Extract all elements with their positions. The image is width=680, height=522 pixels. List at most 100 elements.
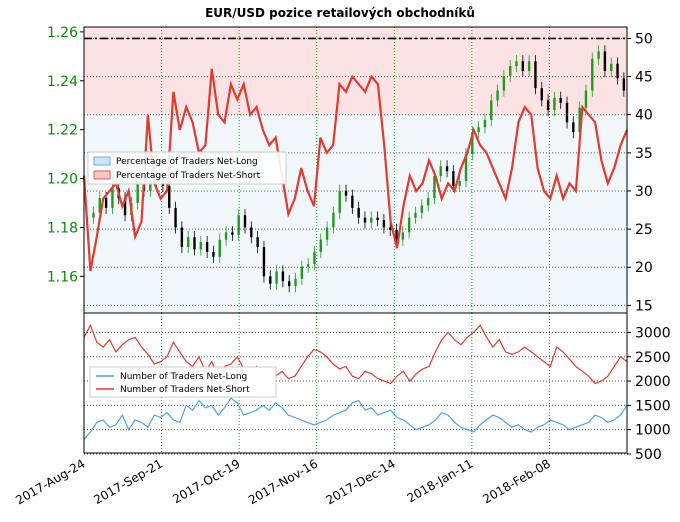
candle-body [269,276,272,284]
x-tick-label: 2018-Feb-08 [480,456,553,506]
candle-body [376,217,379,221]
right-tick-label: 20 [635,260,653,276]
candle-body [281,271,285,282]
legend-label-net-short: Percentage of Traders Net-Short [116,171,261,181]
right-tick-label: 3000 [635,325,671,341]
candle-body [92,212,95,218]
chart-title: EUR/USD pozice retailových obchodníků [205,6,475,20]
candle-body [351,195,354,208]
net-short-band [84,27,627,115]
candle-body [477,127,480,133]
candle-body [439,166,442,177]
candle-body [111,188,114,208]
right-tick-label: 2500 [635,350,671,366]
right-tick-label: 15 [635,298,653,314]
net-short-count-line [83,323,628,385]
candle-body [149,181,152,191]
x-tick-label: 2018-Jan-11 [405,456,476,505]
candle-body [262,247,266,277]
candle-body [395,229,398,240]
candle-body [218,239,221,257]
candle-body [471,132,474,155]
candle-body [186,237,190,247]
right-tick-label: 50 [635,31,653,47]
candle-body [104,198,108,208]
candle-body [294,278,297,287]
candle-body [288,281,291,287]
left-axis-ticks: 1.16 1.18 1.20 1.22 1.24 1.26 [47,25,84,285]
candle-body [319,239,322,252]
candle-body [363,217,367,223]
candle-body [597,51,600,59]
candle-body [521,61,525,71]
bottom-right-axis-ticks: 500 1000 1500 2000 2500 3000 [627,325,671,463]
left-tick-label: 1.18 [47,220,78,236]
x-tick-label: 2017-Nov-16 [246,456,320,507]
candle-body [565,102,569,123]
candle-body [212,251,215,257]
left-tick-label: 1.22 [47,123,78,139]
right-tick-label: 1500 [635,398,671,414]
candle-body [338,190,341,213]
candle-body [174,207,177,228]
candle-body [168,185,171,208]
candle-body [357,207,360,218]
candle-body [325,227,329,240]
top-legend-box [87,151,287,185]
legend-label-count-long: Number of Traders Net-Long [120,372,247,382]
candle-body [603,51,607,71]
candle-body [306,264,310,267]
candle-body [401,232,405,240]
candle-body [224,232,228,240]
candle-body [344,190,348,196]
candle-body [515,61,518,67]
candle-body [559,97,562,103]
candle-body [502,75,506,91]
candle-body [610,63,613,71]
candle-body [496,90,499,101]
bottom-legend: Number of Traders Net-Long Number of Tra… [89,366,277,398]
candle-body [199,242,203,250]
candle-body [136,183,139,203]
right-axis-ticks: 15 20 25 30 35 40 45 50 [627,31,653,314]
candle-body [527,61,531,71]
x-tick-label: 2017-Dec-14 [323,456,397,507]
left-tick-label: 1.16 [47,269,78,285]
candle-body [540,88,543,101]
right-tick-label: 30 [635,184,653,200]
candle-body [578,107,581,133]
candle-body [332,212,335,228]
right-tick-label: 500 [635,447,662,463]
top-legend: Percentage of Traders Net-Long Percentag… [87,151,287,185]
candle-body [180,227,184,247]
candle-body [193,237,196,250]
net-long-band [84,114,627,313]
legend-swatch-net-long [93,156,111,166]
candle-body [250,227,253,238]
candle-body [483,119,487,128]
bottom-plot-frame [83,312,628,454]
candle-body [616,63,619,79]
legend-label-net-long: Percentage of Traders Net-Long [116,157,258,167]
right-tick-label: 2000 [635,374,671,390]
candle-body [553,97,556,111]
candle-body [445,166,449,172]
candle-body [231,232,234,235]
right-tick-label: 45 [635,70,653,86]
left-tick-label: 1.24 [47,74,78,90]
net-short-percentage-line [82,68,629,272]
candle-body [584,90,588,108]
right-tick-label: 1000 [635,423,671,439]
candle-body [237,215,240,235]
candle-body [275,271,278,284]
x-axis-ticks: 2017-Aug-24 2017-Sep-21 2017-Oct-19 2017-No… [13,456,553,507]
x-tick-label: 2017-Aug-24 [13,456,87,507]
candle-body [98,198,101,213]
candle-body [300,266,304,279]
candle-body [414,212,417,218]
candle-body [382,220,386,228]
net-long-count-line [83,397,628,440]
candle-body [490,100,493,120]
legend-label-count-short: Number of Traders Net-Short [120,385,250,395]
